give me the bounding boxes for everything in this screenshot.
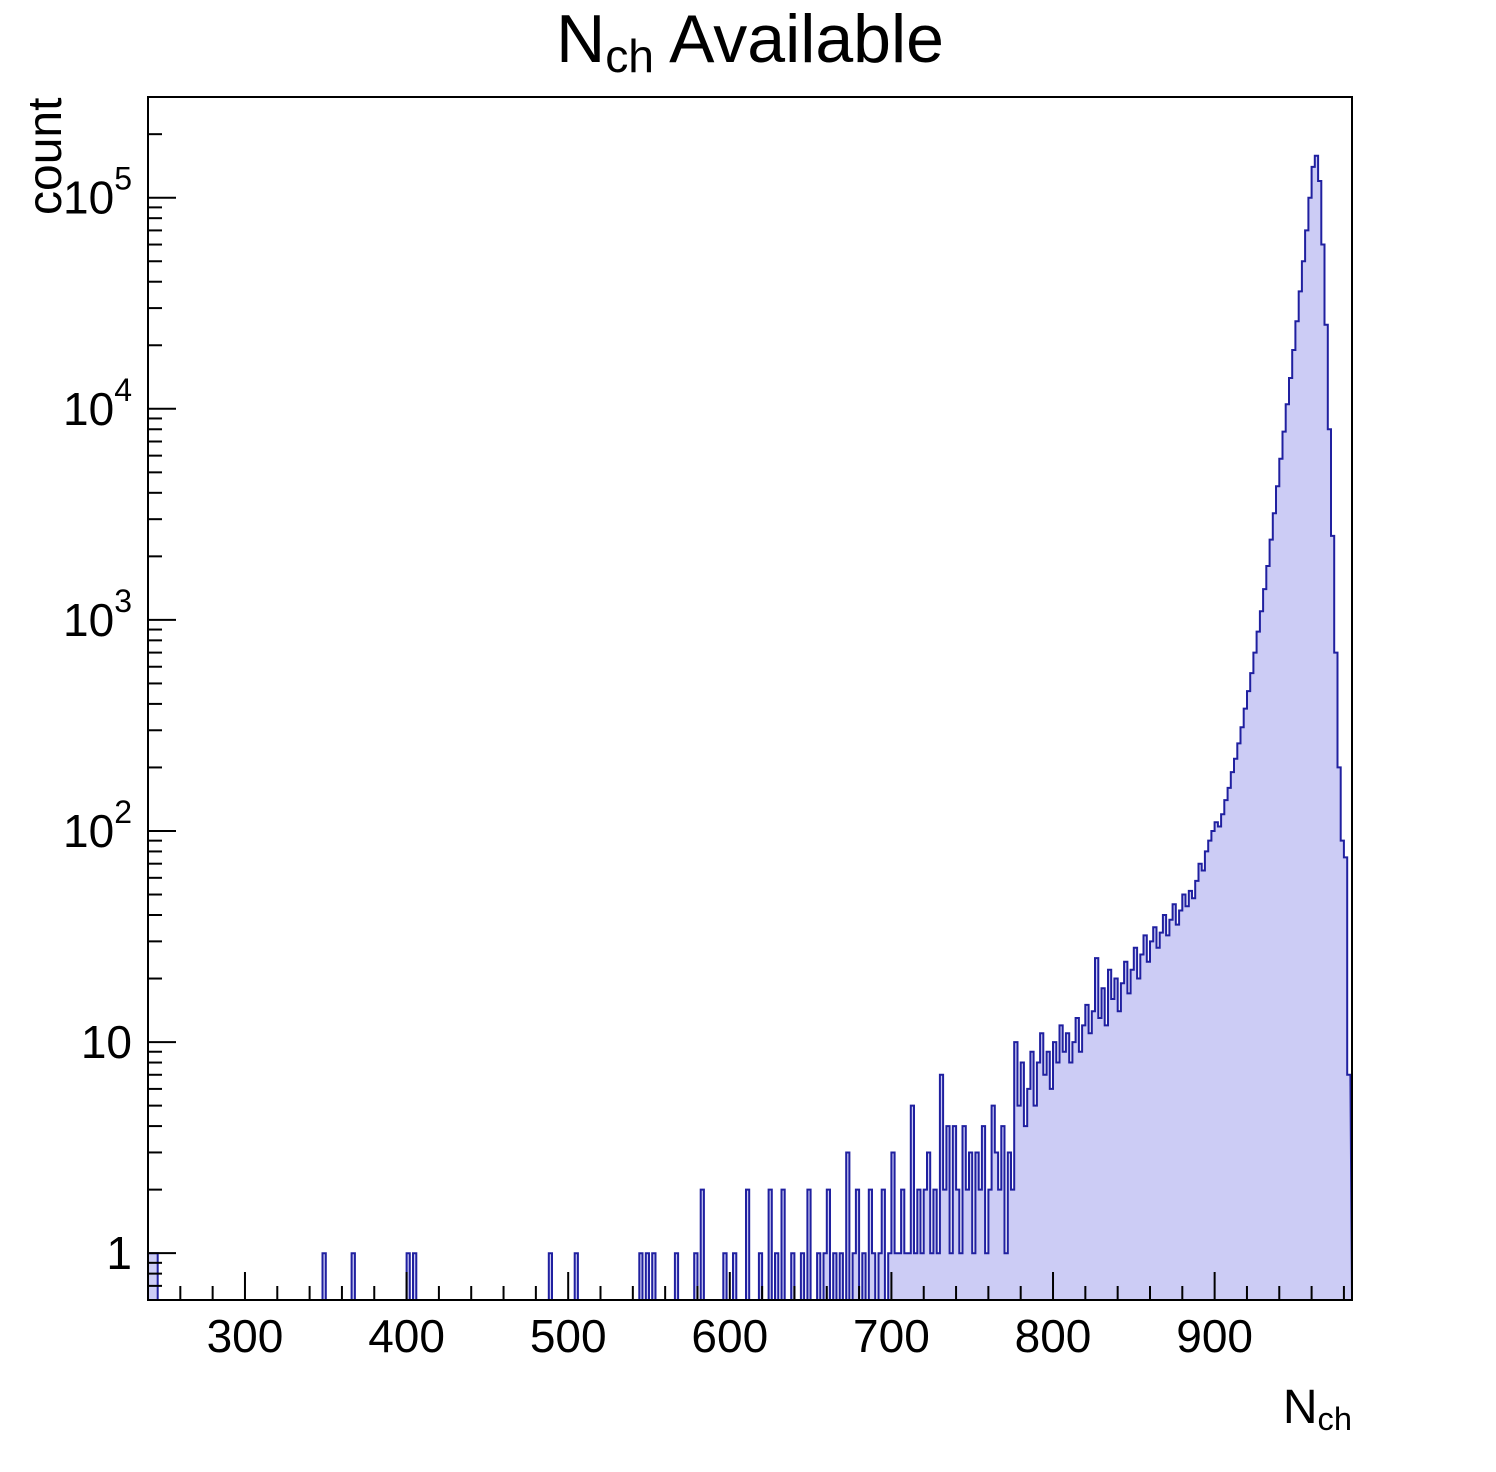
chart-title-rest: Available <box>654 1 944 77</box>
chart-title-main: N <box>556 1 606 77</box>
y-tick-label: 105 <box>63 161 132 224</box>
x-tick-label: 700 <box>853 1310 930 1362</box>
y-tick-label: 102 <box>63 794 132 857</box>
y-tick-label: 103 <box>63 583 132 646</box>
x-tick-label: 600 <box>691 1310 768 1362</box>
x-axis-title: Nch <box>1148 1380 1352 1438</box>
chart-title-subscript: ch <box>605 30 655 83</box>
y-tick-label: 104 <box>63 372 132 435</box>
x-tick-label: 300 <box>207 1310 284 1362</box>
x-tick-label: 400 <box>368 1310 445 1362</box>
x-axis-title-main: N <box>1282 1381 1318 1434</box>
x-tick-label: 900 <box>1176 1310 1253 1362</box>
x-tick-label: 800 <box>1015 1310 1092 1362</box>
x-axis-title-subscript: ch <box>1317 1400 1352 1438</box>
histogram-series <box>147 154 1354 1301</box>
y-axis-title: count <box>19 97 72 215</box>
chart-title: Nch Available <box>148 1 1352 82</box>
y-tick-label: 10 <box>81 1016 132 1068</box>
y-tick-label: 1 <box>106 1227 132 1279</box>
x-tick-label: 500 <box>530 1310 607 1362</box>
plot-frame <box>147 96 1353 1301</box>
